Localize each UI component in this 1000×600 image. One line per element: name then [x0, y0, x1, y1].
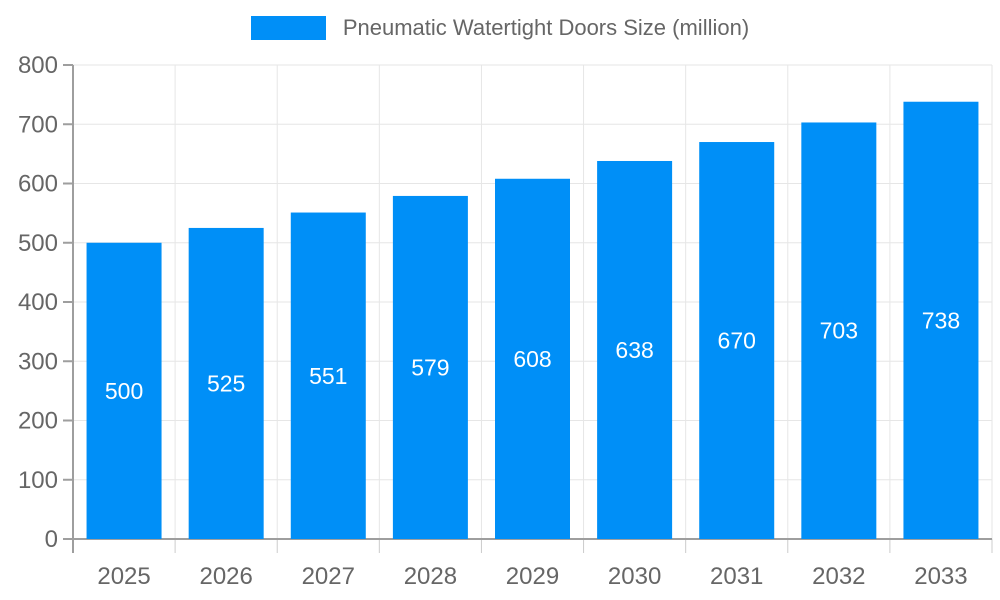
legend-swatch	[250, 16, 326, 40]
bar-value-label: 579	[411, 354, 449, 380]
x-tick-label: 2026	[199, 563, 252, 590]
bar-value-label: 608	[513, 346, 551, 372]
bar-2029	[495, 178, 570, 539]
legend-label: Pneumatic Watertight Doors Size (million…	[342, 15, 750, 40]
x-tick-label: 2030	[608, 563, 661, 590]
bar-value-label: 551	[309, 363, 347, 389]
bar-2033	[903, 101, 979, 540]
bar-2031	[699, 142, 775, 539]
y-tick-label: 500	[18, 230, 58, 257]
x-tick-label: 2033	[914, 563, 967, 590]
y-tick-label: 200	[18, 408, 58, 435]
bar-2025	[86, 242, 162, 539]
bar-value-label: 525	[207, 370, 245, 396]
y-tick-label: 300	[18, 348, 58, 375]
x-tick-label: 2028	[404, 563, 457, 590]
bar-2026	[188, 227, 264, 539]
x-tick-label: 2031	[710, 563, 763, 590]
x-tick-label: 2029	[506, 563, 559, 590]
bar-value-label: 703	[820, 318, 858, 344]
y-tick-label: 0	[45, 526, 58, 553]
bar-value-label: 500	[105, 378, 143, 404]
bar-value-label: 638	[615, 337, 653, 363]
bar-value-label: 738	[922, 307, 960, 333]
y-tick-label: 600	[18, 171, 58, 198]
chart-legend[interactable]: Pneumatic Watertight Doors Size (million…	[0, 16, 1000, 40]
y-tick-label: 700	[18, 111, 58, 138]
x-tick-label: 2032	[812, 563, 865, 590]
bar-2028	[392, 195, 468, 539]
bar-2030	[597, 160, 673, 540]
bar-2027	[290, 212, 366, 539]
y-tick-label: 800	[18, 52, 58, 79]
x-tick-label: 2027	[302, 563, 355, 590]
y-tick-label: 100	[18, 467, 58, 494]
bar-value-label: 670	[718, 328, 756, 354]
y-tick-label: 400	[18, 289, 58, 316]
x-tick-label: 2025	[97, 563, 150, 590]
bar-2032	[801, 122, 877, 539]
